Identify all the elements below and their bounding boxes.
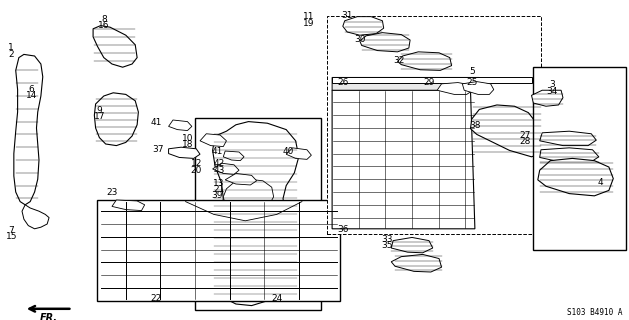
Polygon shape	[223, 151, 244, 161]
Text: 16: 16	[98, 21, 109, 30]
Polygon shape	[22, 205, 49, 229]
Text: 11: 11	[303, 12, 314, 21]
Text: 42: 42	[213, 159, 225, 168]
Text: 24: 24	[271, 294, 282, 303]
Text: FR.: FR.	[40, 313, 58, 320]
Text: 32: 32	[394, 56, 405, 65]
Polygon shape	[236, 253, 286, 294]
Text: 15: 15	[6, 232, 17, 241]
Bar	[533, 67, 626, 250]
Text: 18: 18	[182, 140, 193, 149]
Text: 5: 5	[469, 67, 475, 76]
Text: 40: 40	[282, 148, 294, 156]
Text: S103 B4910 A: S103 B4910 A	[567, 308, 623, 317]
Text: 30: 30	[354, 36, 365, 44]
Text: 10: 10	[182, 134, 193, 143]
Text: 8: 8	[101, 15, 107, 24]
Polygon shape	[225, 173, 257, 185]
Bar	[327, 16, 541, 234]
Text: 2: 2	[9, 50, 14, 59]
Text: 35: 35	[381, 241, 392, 250]
Bar	[195, 118, 321, 310]
Text: 12: 12	[191, 159, 202, 168]
Polygon shape	[332, 77, 479, 90]
Polygon shape	[94, 93, 138, 146]
Text: 26: 26	[337, 78, 348, 87]
Text: 39: 39	[211, 191, 223, 200]
Polygon shape	[211, 122, 299, 306]
Polygon shape	[332, 90, 475, 229]
Polygon shape	[391, 237, 433, 253]
Text: 22: 22	[150, 294, 162, 303]
Polygon shape	[391, 254, 442, 272]
Text: 1: 1	[8, 44, 14, 52]
Polygon shape	[169, 147, 200, 158]
Text: 29: 29	[423, 78, 435, 87]
Polygon shape	[112, 200, 145, 211]
Text: 37: 37	[153, 145, 164, 154]
Polygon shape	[540, 131, 596, 146]
Polygon shape	[437, 83, 473, 94]
Text: 38: 38	[469, 121, 481, 130]
Polygon shape	[462, 82, 494, 94]
Polygon shape	[538, 158, 613, 196]
Text: 33: 33	[381, 235, 392, 244]
Text: 7: 7	[8, 226, 14, 235]
Polygon shape	[540, 148, 599, 163]
Polygon shape	[14, 54, 43, 205]
Polygon shape	[332, 77, 532, 83]
Polygon shape	[169, 120, 192, 131]
Text: 34: 34	[547, 87, 558, 96]
Text: 13: 13	[213, 179, 225, 188]
Polygon shape	[343, 17, 384, 35]
Polygon shape	[200, 134, 226, 147]
Text: 43: 43	[213, 166, 225, 175]
Text: 41: 41	[150, 118, 162, 127]
Polygon shape	[398, 52, 452, 70]
Text: 14: 14	[26, 92, 37, 100]
Bar	[97, 200, 340, 301]
Polygon shape	[286, 148, 311, 159]
Text: 20: 20	[191, 166, 202, 175]
Polygon shape	[213, 163, 239, 174]
Text: 27: 27	[520, 131, 531, 140]
Text: 25: 25	[466, 78, 477, 87]
Polygon shape	[470, 105, 542, 157]
Text: 41: 41	[211, 147, 223, 156]
Text: 6: 6	[28, 85, 35, 94]
Polygon shape	[532, 90, 563, 106]
Text: 3: 3	[549, 80, 555, 89]
Text: 28: 28	[520, 137, 531, 146]
Text: 23: 23	[106, 188, 118, 197]
Text: 19: 19	[303, 19, 314, 28]
Text: 31: 31	[342, 11, 353, 20]
Text: 4: 4	[598, 178, 603, 187]
Text: 21: 21	[213, 185, 225, 194]
Polygon shape	[223, 179, 274, 211]
Text: 36: 36	[337, 225, 348, 234]
Polygon shape	[360, 33, 410, 52]
Polygon shape	[93, 26, 137, 67]
Text: 9: 9	[96, 106, 103, 115]
Text: 17: 17	[94, 112, 105, 121]
